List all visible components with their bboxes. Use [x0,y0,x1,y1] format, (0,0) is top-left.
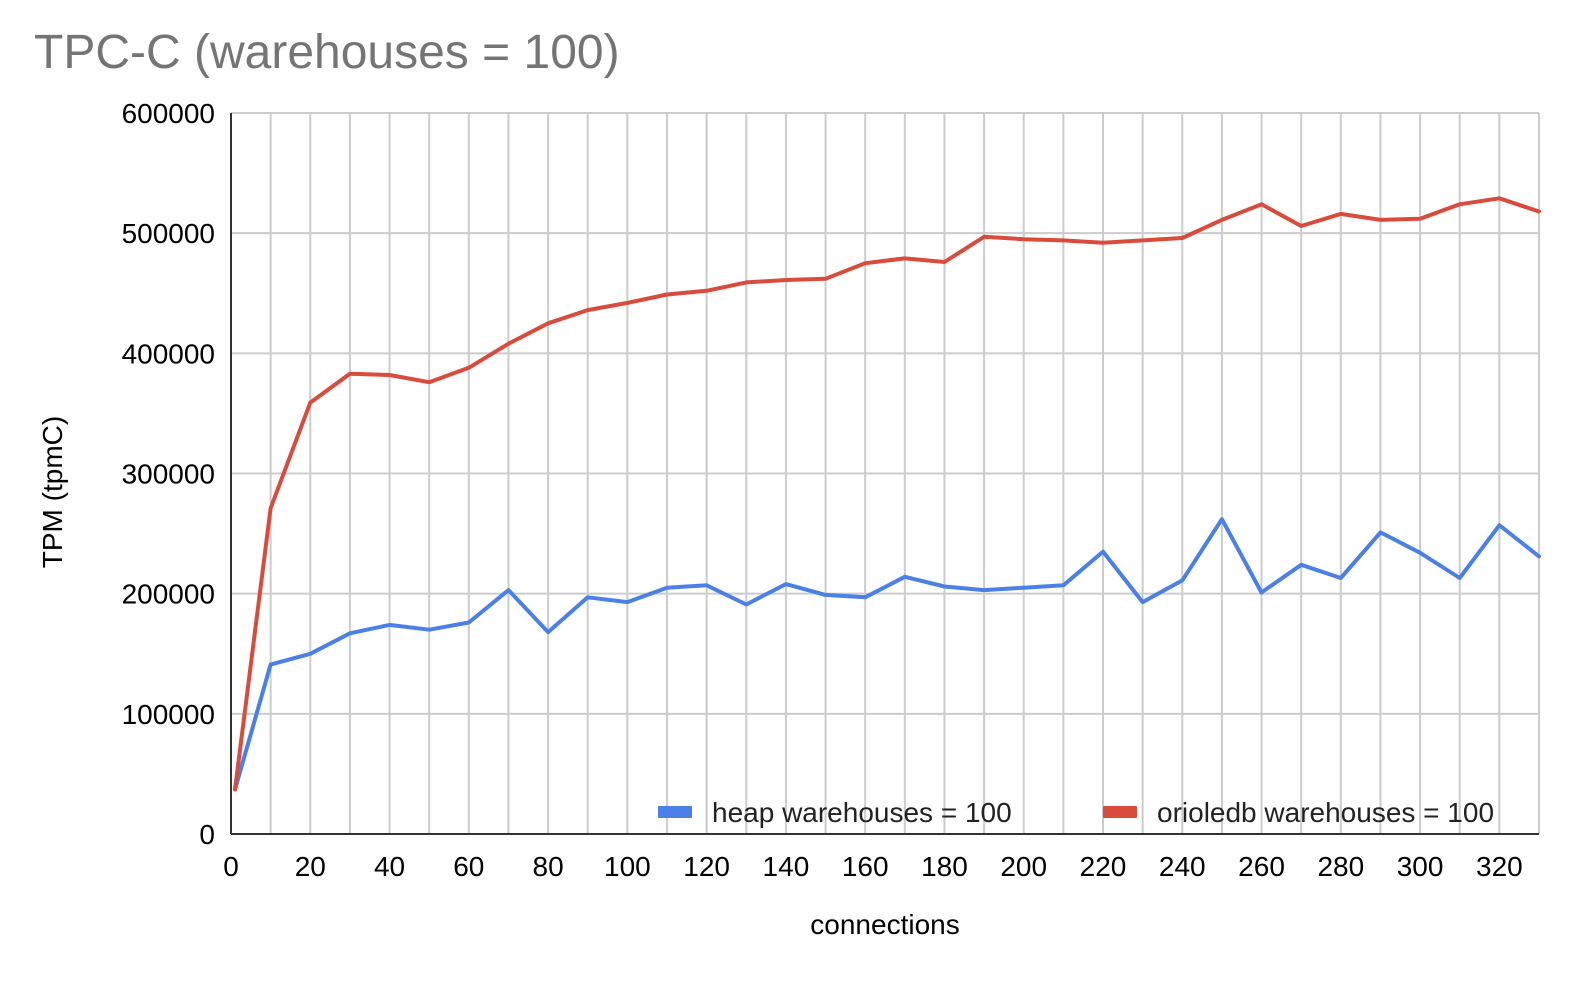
tick-labels: 0 20 40 60 80 100 120 140 160 180 200 220 240 260 280 3… [122,98,1523,882]
legend: heap warehouses = 100 orioledb warehouses… [658,797,1494,828]
x-tick-label: 240 [1159,851,1206,882]
y-tick-label: 100000 [122,699,215,730]
chart-title: TPC-C (warehouses = 100) [34,26,620,79]
x-tick-label: 260 [1238,851,1285,882]
x-tick-label: 100 [604,851,651,882]
y-axis-title: TPM (tpmC) [37,416,68,568]
x-tick-label: 60 [453,851,484,882]
x-tick-label: 0 [223,851,239,882]
x-tick-label: 280 [1317,851,1364,882]
y-tick-label: 500000 [122,218,215,249]
grid [231,112,1540,834]
x-tick-label: 40 [374,851,405,882]
y-tick-label: 400000 [122,338,215,369]
x-tick-label: 220 [1080,851,1127,882]
legend-swatch [1103,806,1137,818]
legend-label: orioledb warehouses = 100 [1157,797,1494,828]
y-tick-label: 0 [199,819,215,850]
x-tick-label: 140 [763,851,810,882]
x-tick-label: 20 [295,851,326,882]
legend-swatch [658,806,692,818]
x-axis-title: connections [810,909,959,940]
y-tick-label: 600000 [122,98,215,129]
x-tick-label: 180 [921,851,968,882]
legend-label: heap warehouses = 100 [712,797,1012,828]
axes [230,113,1539,835]
x-tick-label: 320 [1476,851,1523,882]
x-tick-label: 160 [842,851,889,882]
series-lines [233,196,1541,792]
series-line-orioledb [233,196,1541,792]
y-tick-label: 200000 [122,579,215,610]
x-tick-label: 80 [533,851,564,882]
y-tick-label: 300000 [122,459,215,490]
series-line-heap [233,517,1541,792]
x-tick-label: 120 [683,851,730,882]
x-tick-label: 200 [1000,851,1047,882]
x-tick-label: 300 [1397,851,1444,882]
